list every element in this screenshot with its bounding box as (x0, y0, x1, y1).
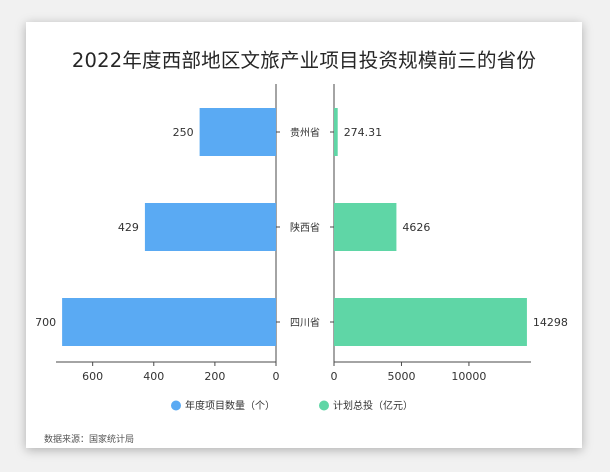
left-x-tick-label: 400 (143, 370, 164, 383)
left-x-tick-label: 200 (204, 370, 225, 383)
right-x-tick-label: 0 (331, 370, 338, 383)
left-bar (199, 108, 276, 156)
right-bar (334, 108, 338, 156)
right-bar-value-label: 14298 (533, 316, 568, 329)
category-label: 陕西省 (290, 221, 320, 234)
chart-title: 2022年度西部地区文旅产业项目投资规模前三的省份 (71, 49, 537, 72)
legend-marker-total-investment (319, 400, 329, 411)
category-label: 贵州省 (290, 126, 320, 139)
left-bar (62, 298, 276, 346)
right-bar (334, 203, 397, 251)
left-x-tick-label: 0 (273, 370, 280, 383)
left-bar-value-label: 700 (35, 316, 56, 329)
right-bar-value-label: 4626 (402, 221, 430, 234)
category-label: 四川省 (290, 316, 320, 329)
right-bar (334, 298, 527, 346)
data-source-note: 数据来源：国家统计局 (44, 435, 135, 445)
left-bar-value-label: 250 (173, 126, 194, 139)
legend-marker-project-count (171, 400, 181, 411)
right-bar-value-label: 274.31 (344, 126, 383, 139)
legend-label-project-count: 年度项目数量（个） (185, 399, 275, 412)
left-x-tick-label: 600 (82, 370, 103, 383)
left-bar (144, 203, 276, 251)
chart-card: 2022年度西部地区文旅产业项目投资规模前三的省份 250 274.31 贵州省 42… (26, 22, 582, 448)
left-bar-value-label: 429 (118, 221, 139, 234)
butterfly-bar-chart: 250 274.31 贵州省 429 4626 陕西省 700 14298 四川省 600 400 2… (35, 84, 568, 412)
right-x-tick-label: 10000 (451, 370, 486, 383)
legend-label-total-investment: 计划总投（亿元） (333, 399, 413, 412)
right-x-tick-label: 5000 (387, 370, 415, 383)
